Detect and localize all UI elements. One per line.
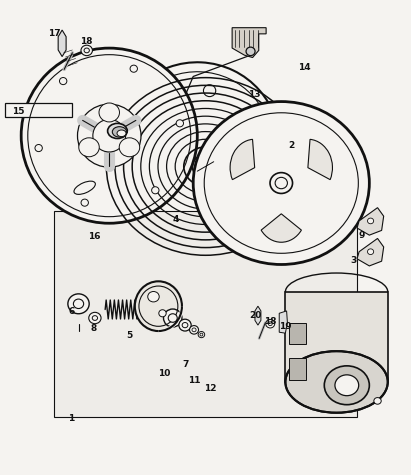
Text: 20: 20	[250, 311, 262, 320]
Wedge shape	[308, 139, 332, 180]
Text: 12: 12	[204, 384, 217, 393]
Ellipse shape	[81, 199, 88, 206]
Ellipse shape	[68, 294, 89, 314]
Polygon shape	[58, 30, 66, 57]
Ellipse shape	[367, 218, 374, 224]
Text: 8: 8	[91, 324, 97, 333]
Ellipse shape	[179, 319, 191, 331]
Text: 18: 18	[264, 317, 277, 326]
Ellipse shape	[21, 48, 197, 223]
Polygon shape	[5, 103, 72, 117]
Ellipse shape	[270, 172, 293, 193]
Text: 1: 1	[68, 414, 74, 423]
Ellipse shape	[189, 325, 199, 334]
Text: 11: 11	[188, 376, 200, 385]
Text: 13: 13	[247, 90, 260, 99]
Ellipse shape	[159, 310, 166, 317]
Polygon shape	[357, 238, 384, 266]
Polygon shape	[279, 311, 287, 333]
Polygon shape	[285, 292, 388, 382]
Ellipse shape	[246, 47, 255, 56]
Text: 3: 3	[351, 256, 357, 265]
Ellipse shape	[99, 103, 120, 122]
Ellipse shape	[374, 398, 381, 404]
Ellipse shape	[148, 292, 159, 302]
Text: 14: 14	[298, 63, 311, 72]
Ellipse shape	[324, 366, 369, 405]
Ellipse shape	[266, 319, 275, 328]
Ellipse shape	[168, 314, 177, 322]
Text: 19: 19	[279, 322, 292, 331]
Ellipse shape	[130, 65, 137, 72]
Ellipse shape	[135, 281, 182, 331]
Ellipse shape	[112, 127, 127, 137]
Ellipse shape	[164, 309, 182, 327]
Text: 18: 18	[81, 38, 93, 47]
Ellipse shape	[117, 130, 126, 137]
Ellipse shape	[176, 120, 184, 127]
Ellipse shape	[335, 375, 359, 396]
Text: 16: 16	[88, 232, 100, 241]
Ellipse shape	[367, 249, 374, 255]
Ellipse shape	[268, 322, 272, 325]
Ellipse shape	[198, 332, 205, 338]
Wedge shape	[261, 214, 301, 242]
Ellipse shape	[60, 77, 67, 85]
Text: 4: 4	[173, 215, 179, 224]
Ellipse shape	[74, 299, 84, 309]
Polygon shape	[232, 28, 266, 57]
Polygon shape	[255, 306, 261, 325]
Ellipse shape	[203, 85, 216, 96]
Ellipse shape	[182, 323, 188, 328]
Ellipse shape	[193, 102, 369, 265]
Ellipse shape	[200, 333, 203, 336]
Ellipse shape	[275, 177, 287, 189]
Ellipse shape	[108, 124, 127, 139]
Ellipse shape	[192, 328, 196, 332]
Text: 7: 7	[182, 360, 189, 369]
Ellipse shape	[93, 119, 126, 152]
Wedge shape	[230, 139, 255, 180]
Polygon shape	[54, 211, 357, 418]
Text: 2: 2	[289, 141, 295, 150]
Ellipse shape	[81, 45, 92, 56]
Text: 15: 15	[12, 107, 24, 116]
Polygon shape	[289, 323, 306, 344]
Text: 5: 5	[127, 331, 133, 340]
Ellipse shape	[35, 144, 42, 152]
Ellipse shape	[152, 187, 159, 194]
Text: 6: 6	[68, 307, 74, 316]
Text: 9: 9	[359, 231, 365, 239]
Polygon shape	[289, 358, 306, 380]
Text: 10: 10	[157, 369, 170, 378]
Ellipse shape	[119, 138, 140, 157]
Polygon shape	[357, 208, 384, 235]
Ellipse shape	[285, 351, 388, 413]
Ellipse shape	[74, 181, 95, 194]
Ellipse shape	[78, 104, 141, 167]
Ellipse shape	[79, 138, 99, 157]
Text: 17: 17	[48, 29, 61, 38]
Ellipse shape	[89, 313, 101, 323]
Ellipse shape	[92, 316, 97, 320]
Ellipse shape	[84, 48, 89, 53]
